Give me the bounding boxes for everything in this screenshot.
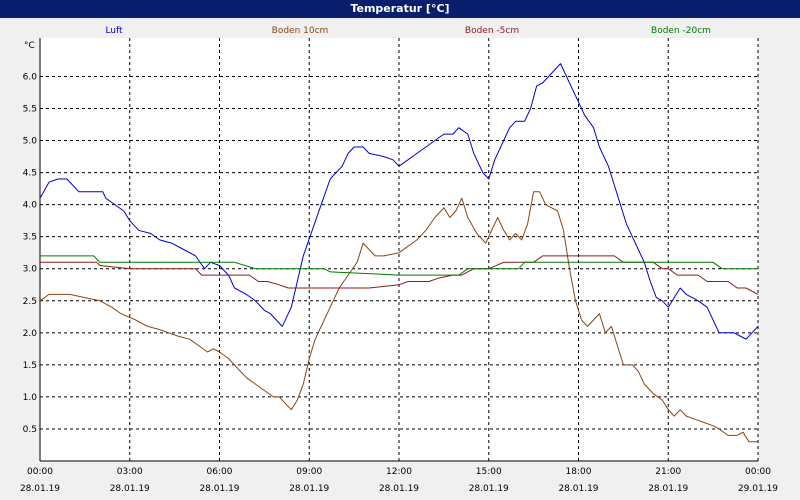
y-tick-label: 5.0 <box>23 137 38 147</box>
x-tick-date-label: 28.01.19 <box>289 484 329 494</box>
y-axis-ticks: 0.5 1.0 1.5 2.0 2.5 3.0 3.5 4.0 4.5 5.0 5.5 6.0 <box>23 72 38 435</box>
chart-title: Temperatur [°C] <box>0 0 800 18</box>
x-tick-date-label: 28.01.19 <box>469 484 509 494</box>
x-tick-date-label: 28.01.19 <box>110 484 150 494</box>
y-tick-label: 3.0 <box>23 265 38 275</box>
y-tick-label: 5.5 <box>23 105 37 115</box>
x-axis-ticks: 00:00 28.01.19 03:00 28.01.19 06:00 28.01.19 0… <box>20 467 778 494</box>
grid-lines <box>39 38 759 462</box>
y-tick-label: 1.0 <box>23 393 38 403</box>
x-tick-date-label: 28.01.19 <box>199 484 239 494</box>
legend-item-0: Luft <box>105 26 123 36</box>
legend-item-1: Boden 10cm <box>272 26 329 36</box>
y-tick-label: 6.0 <box>23 72 38 82</box>
x-tick-date-label: 29.01.19 <box>738 484 778 494</box>
y-tick-label: 4.5 <box>23 169 37 179</box>
x-tick-date-label: 28.01.19 <box>558 484 598 494</box>
series-line-1 <box>39 191 758 443</box>
x-tick-time-label: 12:00 <box>386 467 412 477</box>
x-tick-date-label: 28.01.19 <box>20 484 60 494</box>
x-tick-date-label: 28.01.19 <box>379 484 419 494</box>
x-tick-time-label: 00:00 <box>745 467 771 477</box>
x-tick-time-label: 06:00 <box>207 467 233 477</box>
y-tick-label: 2.5 <box>23 297 37 307</box>
x-tick-time-label: 18:00 <box>566 467 592 477</box>
x-tick-time-label: 00:00 <box>27 467 53 477</box>
x-tick-time-label: 21:00 <box>655 467 681 477</box>
y-axis-unit-label: °C <box>24 41 35 51</box>
y-tick-label: 4.0 <box>23 201 38 211</box>
series-lines <box>39 63 759 443</box>
series-line-3 <box>40 255 758 276</box>
x-tick-time-label: 03:00 <box>117 467 143 477</box>
y-tick-label: 3.5 <box>23 233 37 243</box>
y-tick-label: 2.0 <box>23 329 38 339</box>
legend-item-2: Boden -5cm <box>465 26 519 36</box>
x-tick-time-label: 09:00 <box>296 467 322 477</box>
x-tick-time-label: 15:00 <box>476 467 502 477</box>
x-tick-date-label: 28.01.19 <box>648 484 688 494</box>
y-tick-label: 1.5 <box>23 361 37 371</box>
legend-item-3: Boden -20cm <box>651 26 711 36</box>
y-tick-label: 0.5 <box>23 425 37 435</box>
temperature-chart: 0.5 1.0 1.5 2.0 2.5 3.0 3.5 4.0 4.5 5.0 5.5 6.0 00:… <box>20 26 778 494</box>
series-line-2 <box>40 255 759 295</box>
legend: Luft Boden 10cm Boden -5cm Boden -20cm <box>105 26 711 36</box>
series-line-0 <box>39 63 759 340</box>
